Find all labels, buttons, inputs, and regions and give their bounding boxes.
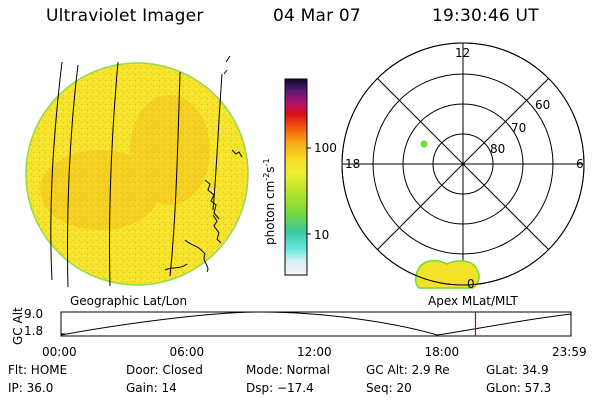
geographic-latitude: GLat: 34.9 (486, 363, 549, 377)
instrument-title: Ultraviolet Imager (46, 6, 204, 26)
colorbar-tick-100: 100 (314, 141, 337, 155)
colorbar-tick-10: 10 (314, 228, 330, 242)
ip-value: IP: 36.0 (8, 381, 54, 395)
gain-value: Gain: 14 (126, 381, 177, 395)
door-status: Door: Closed (126, 363, 203, 377)
mlt-6-label: 6 (576, 157, 584, 171)
orbit-ymax: 9.0 (24, 307, 44, 321)
mlt-12-label: 12 (455, 46, 471, 60)
mlat-80-label: 80 (490, 142, 506, 156)
time-label: 19:30:46 UT (432, 6, 539, 26)
orbit-xtick-label: 12:00 (297, 345, 332, 359)
orbit-xtick-label: 23:59 (552, 345, 587, 359)
mlt-0-label: 0 (467, 277, 475, 291)
orbit-ylabel: GC Alt (11, 307, 25, 345)
orbit-ymin: 1.8 (24, 324, 44, 338)
earth-disk (25, 62, 249, 286)
coastlines (164, 55, 243, 273)
polar-mlt-plot (341, 42, 585, 289)
colorbar-gradient (284, 78, 308, 276)
intensity-colorbar (284, 78, 311, 276)
geographic-image (25, 55, 249, 288)
gc-altitude: GC Alt: 2.9 Re (366, 363, 450, 377)
orbit-altitude-plot (60, 311, 572, 337)
flight-status: Flt: HOME (8, 363, 68, 377)
mlat-70-label: 70 (511, 121, 527, 135)
spacecraft-marker (420, 140, 428, 148)
geographic-longitude: GLon: 57.3 (486, 381, 552, 395)
apex-label: Apex MLat/MLT (428, 294, 518, 308)
altitude-curve (60, 311, 572, 336)
geographic-label: Geographic Lat/Lon (70, 294, 188, 308)
colorbar-unit-label: photon cm-2s-1 (262, 158, 277, 245)
orbit-xtick-label: 00:00 (42, 345, 77, 359)
sequence-number: Seq: 20 (366, 381, 412, 395)
mode-status: Mode: Normal (246, 363, 330, 377)
meridian-lines (50, 61, 223, 288)
mlt-18-label: 18 (345, 157, 361, 171)
date-label: 04 Mar 07 (273, 6, 361, 26)
mlat-60-label: 60 (535, 98, 551, 112)
orbit-xtick-label: 18:00 (424, 345, 460, 359)
orbit-xtick-label: 06:00 (169, 345, 205, 359)
dsp-value: Dsp: −17.4 (246, 381, 314, 395)
